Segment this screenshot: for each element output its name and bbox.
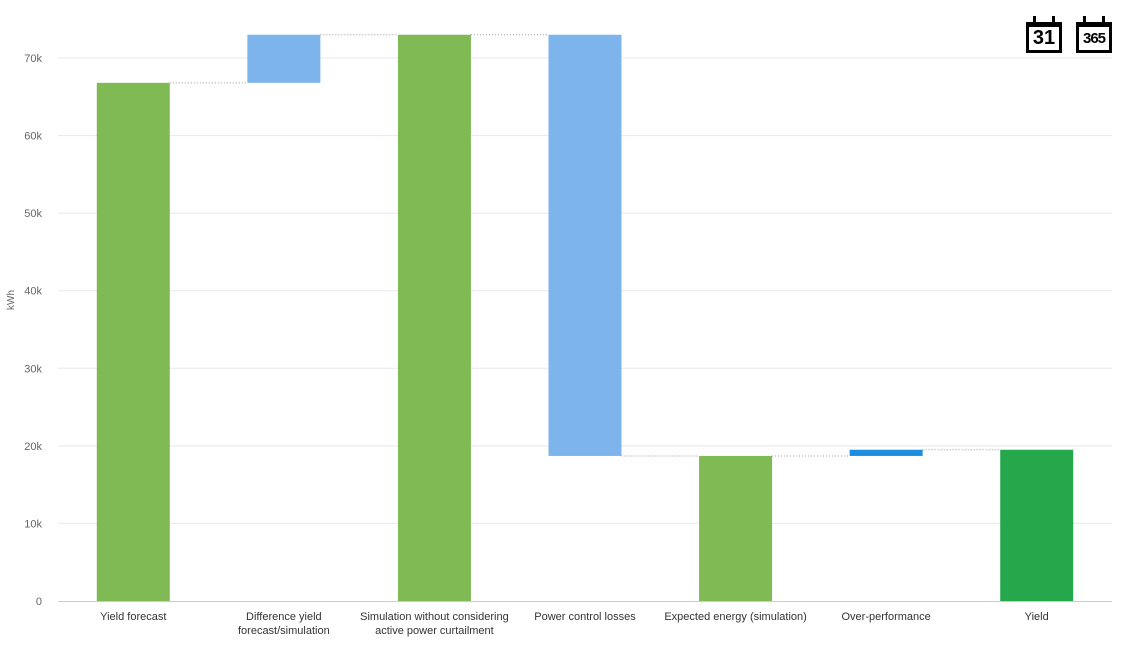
x-category-label: Yield <box>1025 611 1049 623</box>
bar-0 <box>96 82 170 601</box>
calendar-month-label: 31 <box>1026 22 1062 53</box>
x-category-label: Yield forecast <box>100 611 166 623</box>
bar-2 <box>397 34 471 601</box>
x-category-label: Power control losses <box>534 611 636 623</box>
bar-4 <box>699 455 773 601</box>
y-tick-label: 40k <box>24 286 42 298</box>
bar-6 <box>1000 449 1074 601</box>
x-category-label: active power curtailment <box>375 625 494 637</box>
period-toolbar: 31 365 <box>1025 16 1113 54</box>
y-axis-label: kWh <box>6 290 17 310</box>
x-category-label: Simulation without considering <box>360 611 509 623</box>
x-category-label: Difference yield <box>246 611 322 623</box>
y-tick-label: 70k <box>24 53 42 65</box>
bar-5 <box>849 449 923 456</box>
bar-3 <box>548 34 622 456</box>
y-tick-label: 60k <box>24 131 42 143</box>
y-tick-label: 50k <box>24 208 42 220</box>
x-category-label: Over-performance <box>842 611 931 623</box>
y-tick-label: 20k <box>24 441 42 453</box>
calendar-month-icon[interactable]: 31 <box>1025 16 1063 54</box>
y-tick-label: 30k <box>24 363 42 375</box>
x-category-label: forecast/simulation <box>238 625 330 637</box>
calendar-year-label: 365 <box>1076 22 1112 53</box>
y-tick-label: 0 <box>36 596 42 608</box>
calendar-year-icon[interactable]: 365 <box>1075 16 1113 54</box>
x-category-label: Expected energy (simulation) <box>664 611 806 623</box>
y-tick-label: 10k <box>24 518 42 530</box>
bar-1 <box>247 34 321 83</box>
